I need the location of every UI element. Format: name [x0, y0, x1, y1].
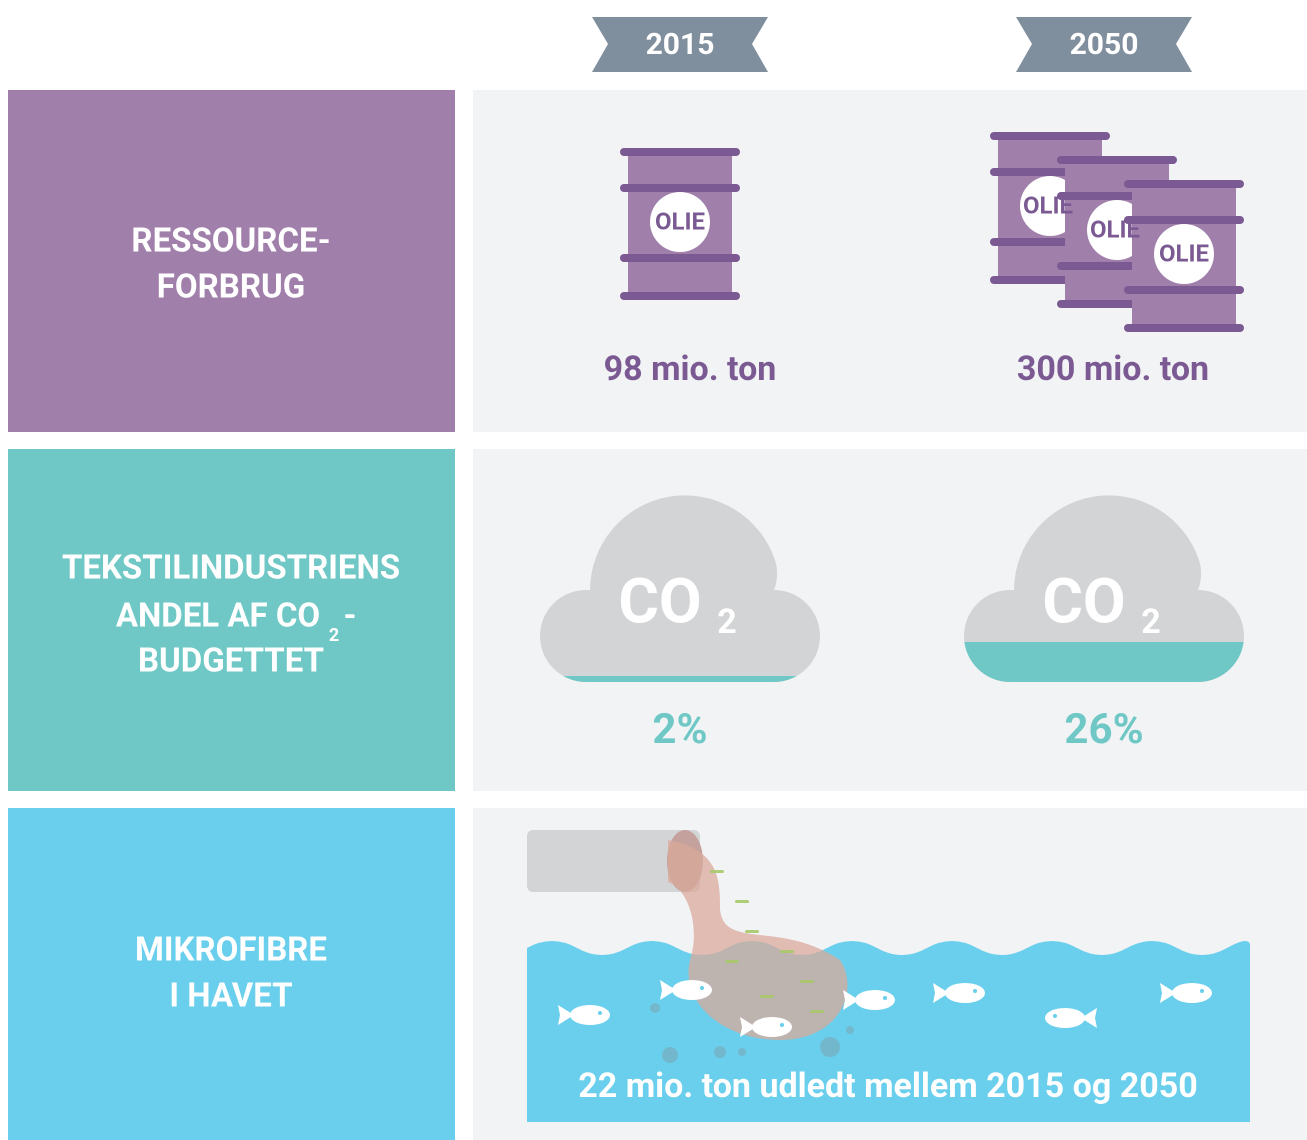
cloud-label-sub: 2: [1141, 602, 1161, 642]
infographic: 2015 2050 RESSOURCE- FORBRUG TEKSTILINDU…: [0, 0, 1307, 1140]
label-panel: [8, 90, 455, 432]
value: 98 mio. ton: [604, 349, 777, 389]
year: 2050: [1070, 27, 1139, 62]
row-label: -: [343, 597, 356, 636]
value: 2%: [652, 705, 707, 754]
cloud-label: CO: [618, 565, 701, 638]
row-label: ANDEL AF CO: [116, 597, 320, 636]
barrel-label: OLIE: [1159, 239, 1209, 267]
year: 2015: [646, 27, 715, 62]
row-label: TEKSTILINDUSTRIENS: [62, 549, 400, 588]
barrel-label: OLIE: [1090, 215, 1140, 243]
row-label: RESSOURCE-: [131, 222, 330, 261]
value: 22 mio. ton udledt mellem 2015 og 2050: [578, 1066, 1197, 1106]
label-panel: [8, 808, 455, 1140]
barrel-label: OLIE: [655, 207, 705, 235]
row-label: I HAVET: [169, 977, 292, 1016]
cloud-label-sub: 2: [717, 602, 737, 642]
cloud-label: CO: [1042, 565, 1125, 638]
row-label: BUDGETTET: [138, 642, 324, 681]
row-label: FORBRUG: [157, 268, 305, 307]
value: 26%: [1064, 705, 1143, 754]
barrel-label: OLIE: [1023, 191, 1073, 219]
value: 300 mio. ton: [1017, 349, 1209, 389]
row-label: MIKROFIBRE: [135, 931, 327, 970]
row-label-sub: 2: [329, 625, 339, 646]
